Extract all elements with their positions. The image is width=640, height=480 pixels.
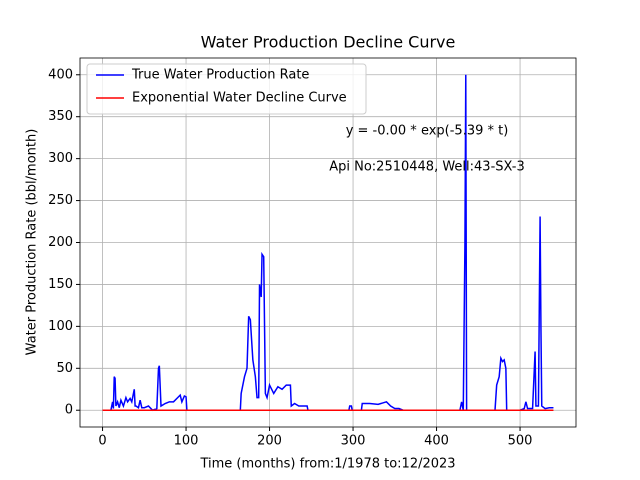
y-tick-label: 250 xyxy=(48,193,73,208)
y-tick-label: 100 xyxy=(48,319,73,334)
legend-label: True Water Production Rate xyxy=(131,68,309,83)
y-tick-label: 350 xyxy=(48,109,73,124)
x-tick-label: 400 xyxy=(424,434,449,449)
legend-box xyxy=(86,63,367,115)
data-line xyxy=(102,74,554,412)
plot-frame xyxy=(79,57,577,428)
y-tick-label: 300 xyxy=(48,151,73,166)
chart-title: Water Production Decline Curve xyxy=(201,33,456,52)
x-tick-label: 300 xyxy=(341,434,366,449)
x-tick-label: 500 xyxy=(508,434,533,449)
y-tick-label: 0 xyxy=(65,403,73,418)
x-axis-label: Time (months) from:1/1978 to:12/2023 xyxy=(199,457,455,472)
y-tick-label: 200 xyxy=(48,235,73,250)
y-tick-label: 150 xyxy=(48,277,73,292)
annotation: y = -0.00 * exp(-5.39 * t) xyxy=(346,124,509,139)
x-tick-label: 100 xyxy=(174,434,199,449)
x-tick-label: 0 xyxy=(98,434,106,449)
y-tick-label: 400 xyxy=(48,67,73,82)
legend-label: Exponential Water Decline Curve xyxy=(132,91,347,106)
y-tick-label: 50 xyxy=(56,361,73,376)
x-tick-label: 200 xyxy=(257,434,282,449)
y-axis-label: Water Production Rate (bbl/month) xyxy=(25,129,40,356)
annotation: Api No:2510448, Well:43-SX-3 xyxy=(329,160,525,175)
